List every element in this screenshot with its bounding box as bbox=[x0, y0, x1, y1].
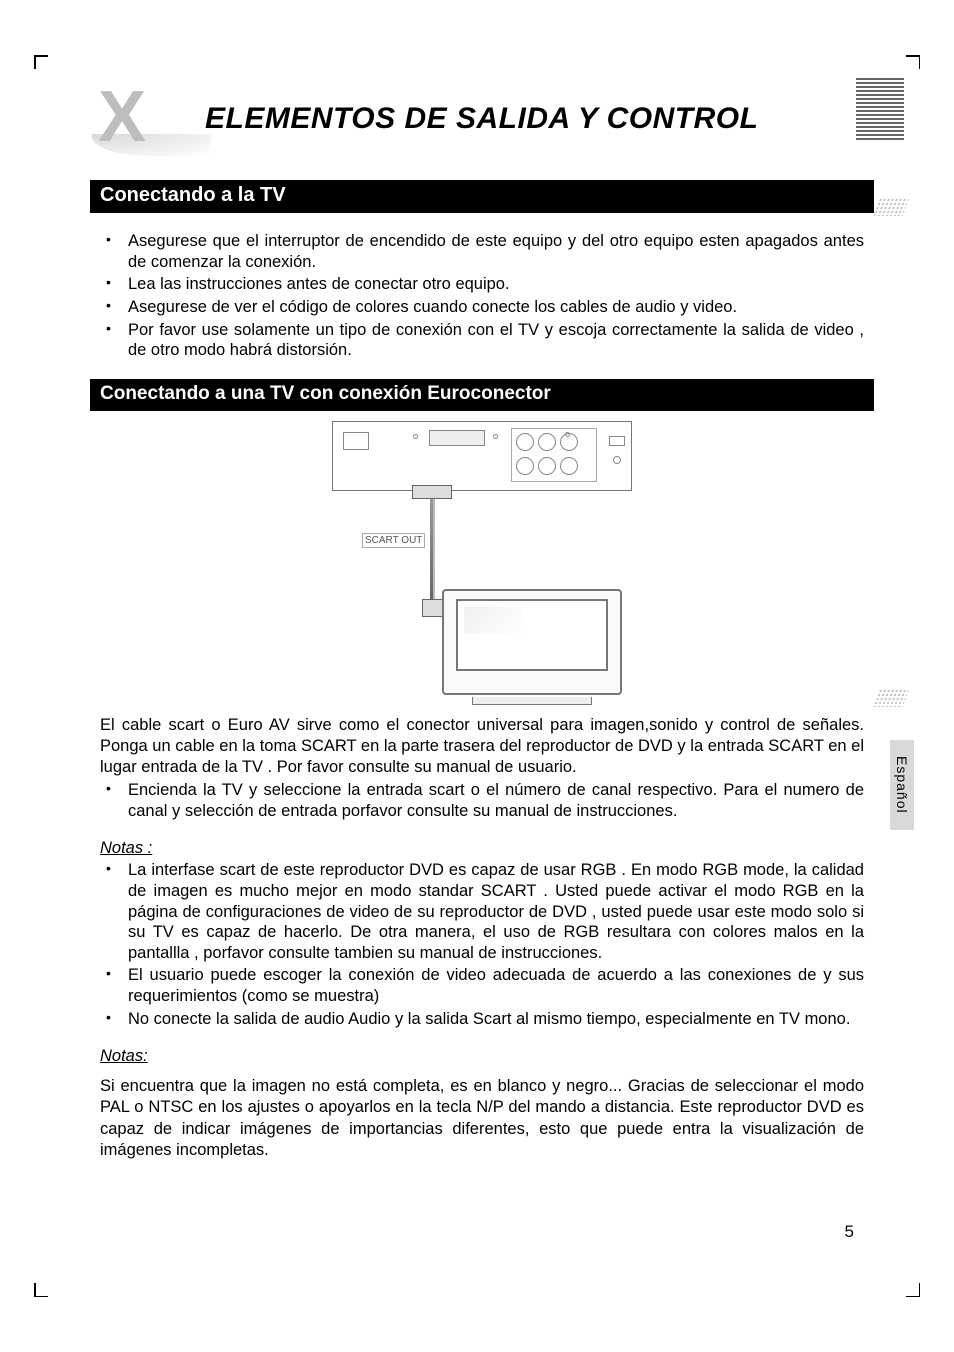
tv-icon bbox=[442, 589, 622, 695]
list-item: Asegurese de ver el código de colores cu… bbox=[100, 297, 864, 318]
intro-followup-list: Encienda la TV y seleccione la entrada s… bbox=[90, 780, 874, 821]
section2-bar: Conectando a una TV con conexión Eurocon… bbox=[90, 379, 874, 411]
section1-bar: Conectando a la TV bbox=[90, 180, 874, 213]
page-header: X ELEMENTOS DE SALIDA Y CONTROL bbox=[90, 90, 874, 170]
notes2-paragraph: Si encuentra que la imagen no está compl… bbox=[90, 1076, 874, 1160]
page-number: 5 bbox=[845, 1222, 854, 1242]
page-title: ELEMENTOS DE SALIDA Y CONTROL bbox=[205, 102, 874, 136]
dvd-rear-panel bbox=[332, 421, 632, 491]
language-tab: Español bbox=[890, 740, 914, 830]
scart-out-label: SCART OUT bbox=[362, 533, 425, 548]
list-item: Encienda la TV y seleccione la entrada s… bbox=[100, 780, 864, 821]
dot-decoration-2 bbox=[873, 689, 910, 707]
x-logo: X bbox=[90, 80, 180, 170]
intro-paragraph: El cable scart o Euro AV sirve como el c… bbox=[90, 715, 874, 778]
notes1-list: La interfase scart de este reproductor D… bbox=[90, 860, 874, 1029]
notes1-label: Notas : bbox=[90, 839, 874, 858]
list-item: Asegurese que el interruptor de encendid… bbox=[100, 231, 864, 272]
dot-decoration-1 bbox=[873, 198, 910, 216]
crop-mark-tl bbox=[34, 55, 52, 73]
list-item: El usuario puede escoger la conexión de … bbox=[100, 965, 864, 1006]
section1-list: Asegurese que el interruptor de encendid… bbox=[90, 231, 874, 361]
notes2-label: Notas: bbox=[90, 1047, 874, 1066]
scart-plug-top bbox=[412, 485, 452, 499]
crop-mark-tr bbox=[902, 55, 920, 73]
list-item: Por favor use solamente un tipo de conex… bbox=[100, 320, 864, 361]
list-item: No conecte la salida de audio Audio y la… bbox=[100, 1009, 864, 1030]
scart-connection-diagram: SCART OUT bbox=[302, 421, 662, 701]
list-item: Lea las instrucciones antes de conectar … bbox=[100, 274, 864, 295]
scart-cable-shadow bbox=[433, 499, 435, 599]
list-item: La interfase scart de este reproductor D… bbox=[100, 860, 864, 963]
crop-mark-br bbox=[902, 1279, 920, 1297]
language-tab-label: Español bbox=[894, 756, 910, 814]
crop-mark-bl bbox=[34, 1279, 52, 1297]
